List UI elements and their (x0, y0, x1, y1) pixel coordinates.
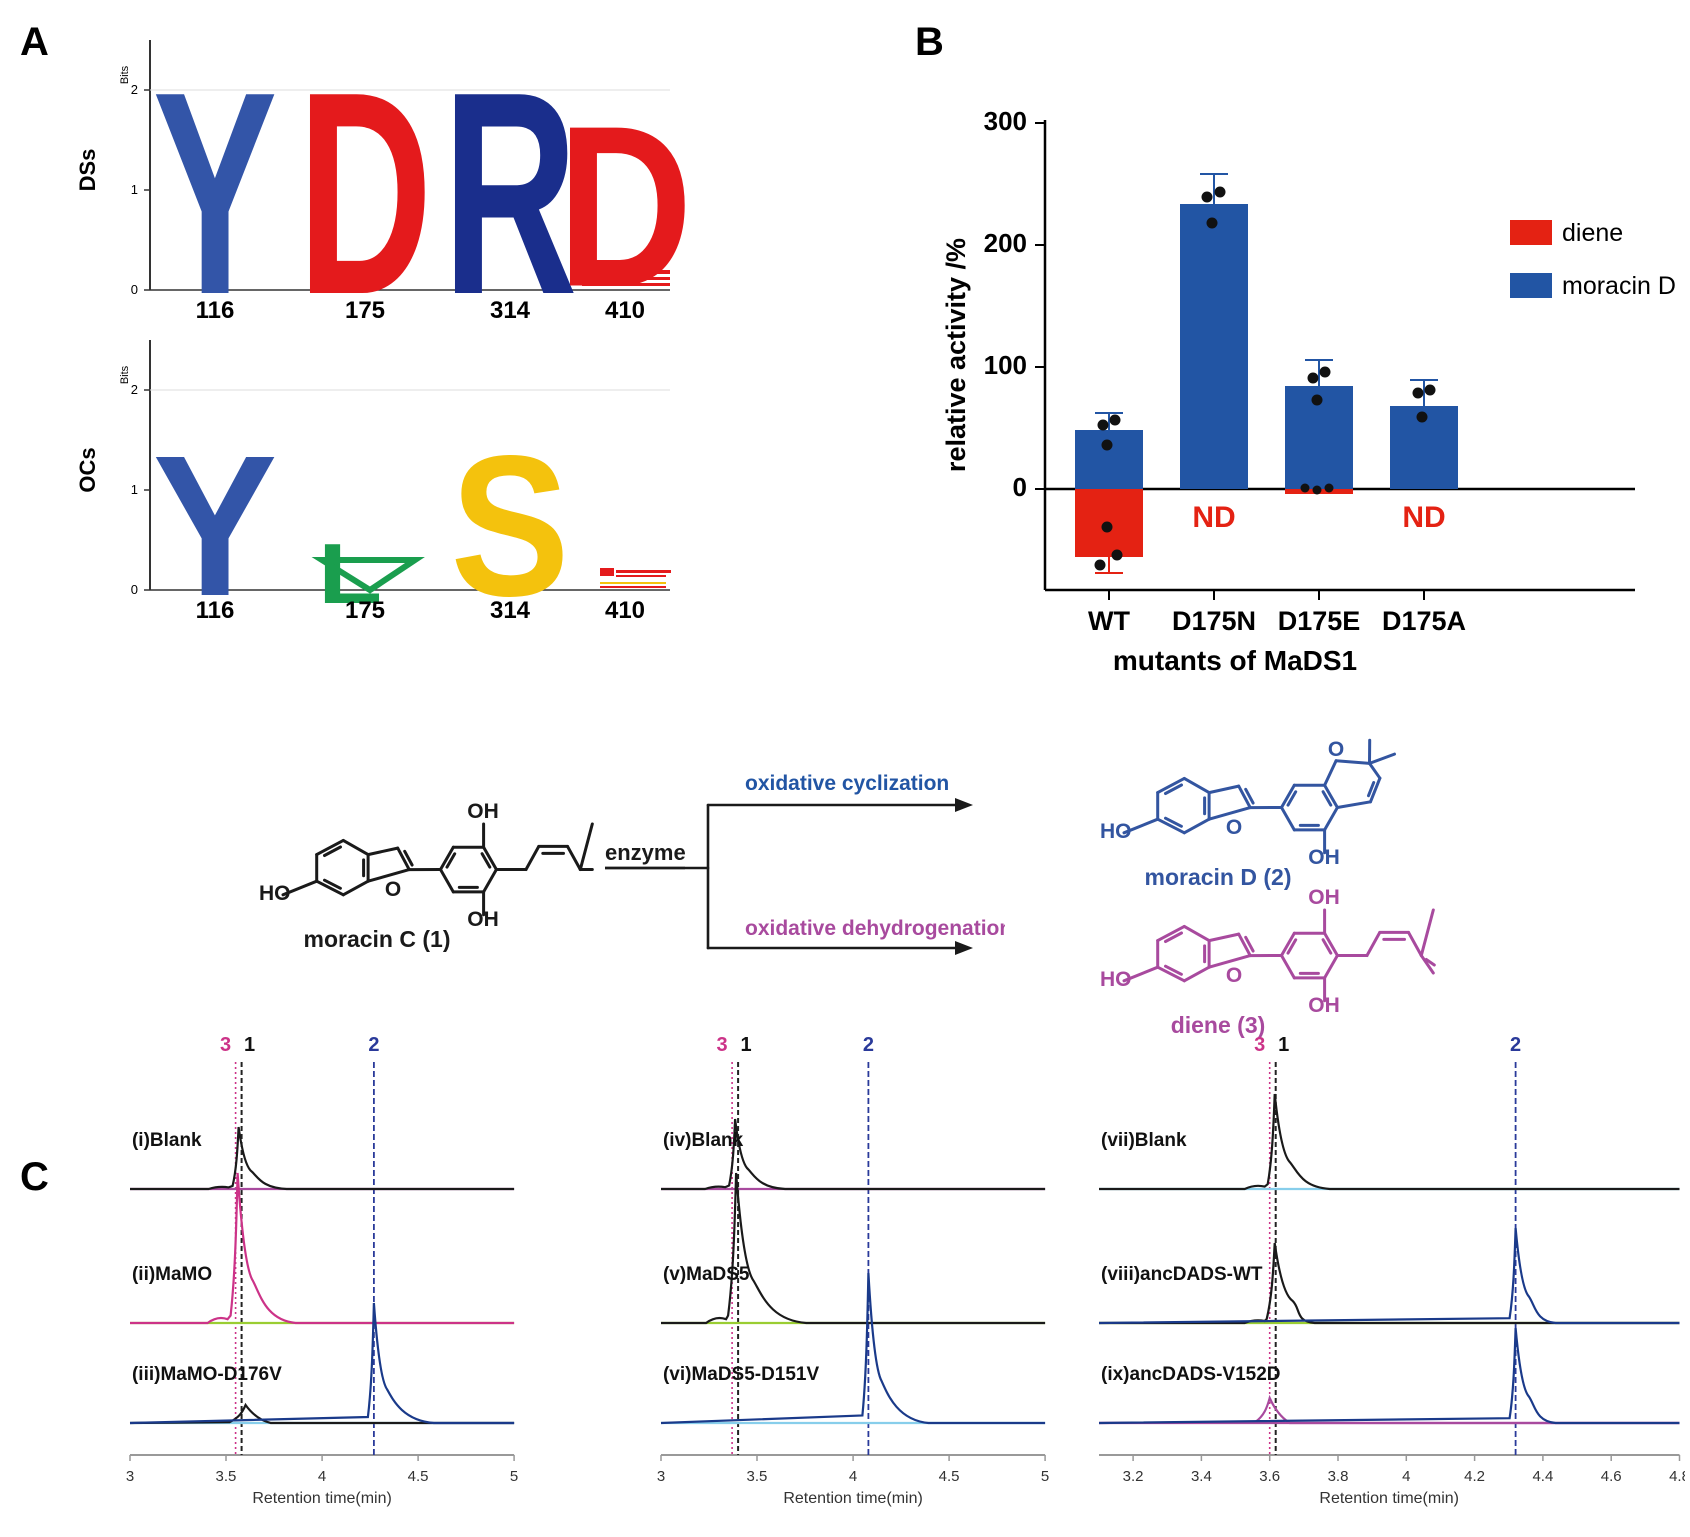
svg-text:3: 3 (1254, 1034, 1265, 1056)
svg-text:HO: HO (1100, 968, 1132, 991)
svg-text:3: 3 (220, 1034, 231, 1056)
svg-text:314: 314 (490, 297, 531, 324)
svg-text:D175E: D175E (1278, 606, 1361, 636)
svg-text:D: D (297, 32, 432, 330)
svg-text:4.5: 4.5 (407, 1468, 428, 1485)
svg-text:ND: ND (1192, 501, 1235, 534)
svg-text:4.6: 4.6 (1601, 1468, 1622, 1485)
svg-text:3.4: 3.4 (1191, 1468, 1212, 1485)
svg-text:OH: OH (467, 908, 499, 931)
svg-text:(viii)ancDADS-WT: (viii)ancDADS-WT (1101, 1264, 1263, 1285)
svg-text:(vi)MaDS5-D151V: (vi)MaDS5-D151V (663, 1364, 819, 1385)
svg-text:175: 175 (345, 597, 385, 624)
svg-text:(ii)MaMO: (ii)MaMO (132, 1264, 212, 1285)
svg-text:mutants of MaDS1: mutants of MaDS1 (1113, 645, 1357, 676)
svg-text:OH: OH (1308, 846, 1340, 869)
svg-text:4: 4 (1402, 1468, 1410, 1485)
svg-text:OH: OH (1308, 994, 1340, 1017)
svg-text:relative activity /%: relative activity /% (941, 238, 971, 472)
svg-text:5: 5 (1041, 1468, 1049, 1485)
svg-text:175: 175 (345, 297, 385, 324)
svg-text:3: 3 (657, 1468, 665, 1485)
svg-text:diene: diene (1562, 219, 1623, 247)
svg-text:4: 4 (318, 1468, 326, 1485)
svg-text:(iii)MaMO-D176V: (iii)MaMO-D176V (132, 1364, 282, 1385)
svg-text:3.5: 3.5 (747, 1468, 768, 1485)
svg-text:moracin C (1): moracin C (1) (304, 926, 451, 952)
svg-text:3: 3 (717, 1034, 728, 1056)
svg-text:2: 2 (131, 382, 138, 397)
svg-text:O: O (1226, 964, 1242, 987)
svg-text:2: 2 (131, 82, 138, 97)
svg-text:200: 200 (984, 228, 1027, 258)
svg-text:D175N: D175N (1172, 606, 1256, 636)
svg-text:4.2: 4.2 (1464, 1468, 1485, 1485)
svg-text:3.6: 3.6 (1259, 1468, 1280, 1485)
svg-text:3.5: 3.5 (215, 1468, 236, 1485)
svg-text:0: 0 (131, 582, 138, 597)
svg-text:D175A: D175A (1382, 606, 1466, 636)
svg-text:1: 1 (244, 1034, 255, 1056)
svg-text:410: 410 (605, 297, 645, 324)
svg-text:HO: HO (259, 882, 291, 905)
svg-text:Retention time(min): Retention time(min) (252, 1490, 391, 1507)
svg-text:4.5: 4.5 (939, 1468, 960, 1485)
svg-text:410: 410 (605, 597, 645, 624)
svg-text:4: 4 (849, 1468, 857, 1485)
svg-text:WT: WT (1088, 606, 1130, 636)
svg-text:3: 3 (125, 1468, 133, 1485)
svg-text:HO: HO (1100, 820, 1132, 843)
svg-text:0: 0 (131, 282, 138, 297)
svg-text:O: O (1226, 816, 1242, 839)
svg-text:O: O (385, 878, 401, 901)
svg-text:3.8: 3.8 (1328, 1468, 1349, 1485)
svg-text:OH: OH (467, 800, 499, 823)
svg-text:(i)Blank: (i)Blank (132, 1130, 202, 1151)
svg-text:300: 300 (984, 106, 1027, 136)
svg-text:oxidative cyclization: oxidative cyclization (745, 772, 949, 795)
svg-text:Retention time(min): Retention time(min) (1319, 1490, 1459, 1507)
svg-text:ND: ND (1402, 501, 1445, 534)
svg-text:314: 314 (490, 597, 531, 624)
svg-text:4.4: 4.4 (1532, 1468, 1553, 1485)
svg-text:0: 0 (1013, 472, 1027, 502)
svg-text:(vii)Blank: (vii)Blank (1101, 1130, 1187, 1151)
svg-text:enzyme: enzyme (605, 840, 686, 865)
svg-text:Retention time(min): Retention time(min) (783, 1490, 922, 1507)
svg-text:Bits: Bits (119, 365, 131, 384)
svg-text:1: 1 (131, 182, 138, 197)
svg-text:(iv)Blank: (iv)Blank (663, 1130, 744, 1151)
svg-text:116: 116 (196, 297, 235, 324)
svg-text:OH: OH (1308, 886, 1340, 909)
svg-text:2: 2 (863, 1034, 874, 1056)
svg-text:Y: Y (153, 32, 278, 330)
svg-text:5: 5 (510, 1468, 518, 1485)
svg-text:1: 1 (741, 1034, 752, 1056)
svg-text:116: 116 (196, 597, 235, 624)
svg-text:(v)MaDS5: (v)MaDS5 (663, 1264, 750, 1285)
svg-text:OCs: OCs (75, 447, 100, 492)
svg-text:O: O (1328, 738, 1344, 761)
svg-text:(ix)ancDADS-V152D: (ix)ancDADS-V152D (1101, 1364, 1281, 1385)
svg-text:100: 100 (984, 350, 1027, 380)
svg-text:oxidative dehydrogenation: oxidative dehydrogenation (745, 917, 1005, 940)
svg-text:3.2: 3.2 (1123, 1468, 1144, 1485)
svg-text:1: 1 (131, 482, 138, 497)
svg-text:moracin D: moracin D (1562, 272, 1676, 300)
svg-text:1: 1 (1278, 1034, 1289, 1056)
svg-text:Bits: Bits (119, 65, 131, 84)
svg-text:DSs: DSs (75, 149, 100, 192)
svg-text:2: 2 (1510, 1034, 1521, 1056)
svg-text:D: D (557, 78, 692, 330)
svg-text:4.8: 4.8 (1669, 1468, 1684, 1485)
svg-text:2: 2 (368, 1034, 379, 1056)
